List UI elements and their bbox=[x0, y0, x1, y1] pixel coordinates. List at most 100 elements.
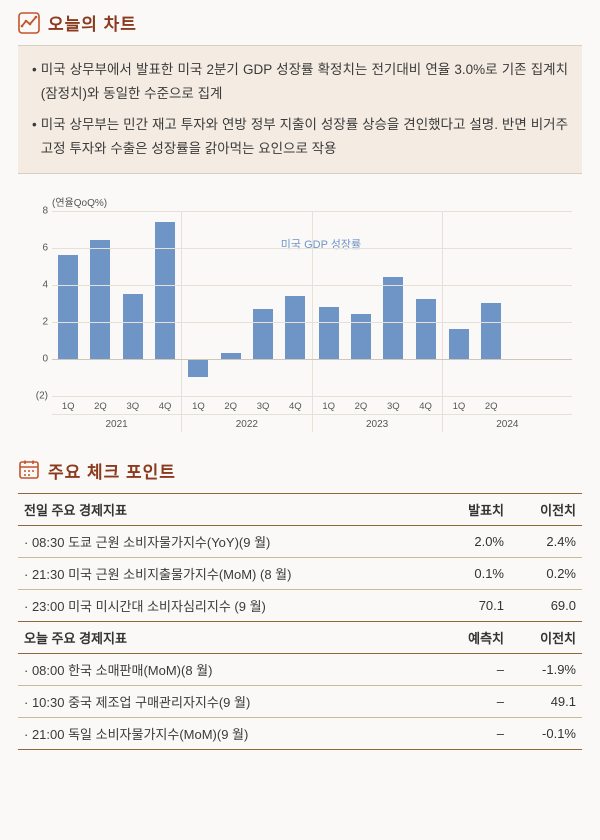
col-value2: 이전치 bbox=[510, 621, 582, 653]
chart-xlabel bbox=[540, 397, 572, 412]
econ-tables: 전일 주요 경제지표 발표치 이전치 · 08:30 도쿄 근원 소비자물가지수… bbox=[18, 493, 582, 750]
table-row: · 08:00 한국 소매판매(MoM)(8 월)–-1.9% bbox=[18, 653, 582, 685]
chart-bar bbox=[155, 222, 175, 359]
chart-xlabel: 1Q bbox=[313, 397, 345, 412]
chart-xaxis: 1Q2Q3Q4Q20211Q2Q3Q4Q20221Q2Q3Q4Q20231Q2Q… bbox=[52, 396, 572, 432]
bullet-dot-icon: • bbox=[32, 113, 37, 160]
row-value2: -0.1% bbox=[510, 717, 582, 749]
chart-xlabel: 1Q bbox=[182, 397, 214, 412]
chart-xgroup: 1Q2Q2024 bbox=[442, 397, 572, 432]
chart-xgroup: 1Q2Q3Q4Q 2023 bbox=[312, 397, 442, 432]
chart-gridline bbox=[52, 285, 572, 286]
chart-bar-slot bbox=[475, 211, 507, 396]
section-chart-header: 오늘의 차트 bbox=[18, 10, 582, 35]
chart-bar bbox=[58, 255, 78, 359]
chart-bar-slot bbox=[540, 211, 572, 396]
chart-xlabel: 4Q bbox=[409, 397, 441, 412]
summary-text: 미국 상무부는 민간 재고 투자와 연방 정부 지출이 성장률 상승을 견인했다… bbox=[41, 113, 568, 160]
chart-bar-slot bbox=[507, 211, 539, 396]
chart-xlabel: 2Q bbox=[345, 397, 377, 412]
summary-text: 미국 상무부에서 발표한 미국 2분기 GDP 성장률 확정치는 전기대비 연율… bbox=[41, 58, 568, 105]
chart-bars bbox=[52, 211, 572, 396]
chart-ytick: (2) bbox=[26, 390, 48, 401]
summary-bullet: • 미국 상무부는 민간 재고 투자와 연방 정부 지출이 성장률 상승을 견인… bbox=[32, 113, 568, 160]
chart-bar-slot bbox=[52, 211, 84, 396]
chart-bar-slot bbox=[345, 211, 377, 396]
chart-bar-slot bbox=[182, 211, 214, 396]
chart-ytick: 8 bbox=[26, 205, 48, 216]
table-row: · 08:30 도쿄 근원 소비자물가지수(YoY)(9 월)2.0%2.4% bbox=[18, 525, 582, 557]
row-value2: 49.1 bbox=[510, 685, 582, 717]
row-value1: – bbox=[438, 717, 510, 749]
chart-bar bbox=[383, 277, 403, 358]
chart-year-group bbox=[181, 211, 311, 396]
chart-bar-slot bbox=[215, 211, 247, 396]
row-value1: – bbox=[438, 653, 510, 685]
table-row: · 23:00 미국 미시간대 소비자심리지수 (9 월)70.169.0 bbox=[18, 589, 582, 621]
row-value2: 0.2% bbox=[510, 557, 582, 589]
section-chart-title: 오늘의 차트 bbox=[48, 10, 137, 35]
chart-bar-slot bbox=[313, 211, 345, 396]
chart-year-group bbox=[312, 211, 442, 396]
section-checkpoint-title: 주요 체크 포인트 bbox=[48, 458, 176, 483]
summary-box: • 미국 상무부에서 발표한 미국 2분기 GDP 성장률 확정치는 전기대비 … bbox=[18, 45, 582, 174]
chart-year-label: 2024 bbox=[443, 414, 572, 432]
chart-section-icon bbox=[18, 12, 40, 34]
chart-ytick: 4 bbox=[26, 279, 48, 290]
col-value1: 예측치 bbox=[438, 621, 510, 653]
chart-bar-slot bbox=[279, 211, 311, 396]
chart-xlabel: 2Q bbox=[475, 397, 507, 412]
col-name: 오늘 주요 경제지표 bbox=[18, 621, 438, 653]
chart-xlabel: 2Q bbox=[215, 397, 247, 412]
chart-bar bbox=[319, 307, 339, 359]
chart-xlabel: 3Q bbox=[117, 397, 149, 412]
chart-year-group bbox=[52, 211, 181, 396]
table-row: · 10:30 중국 제조업 구매관리자지수(9 월)–49.1 bbox=[18, 685, 582, 717]
chart-ytick: 2 bbox=[26, 316, 48, 327]
chart-year-label: 2021 bbox=[52, 414, 181, 432]
col-value2: 이전치 bbox=[510, 493, 582, 525]
section-checkpoint-header: 주요 체크 포인트 bbox=[18, 458, 582, 483]
row-name: · 21:00 독일 소비자물가지수(MoM)(9 월) bbox=[18, 717, 438, 749]
row-value1: 70.1 bbox=[438, 589, 510, 621]
checkpoint-section-icon bbox=[18, 459, 40, 481]
chart-gridline bbox=[52, 359, 572, 360]
chart-bar-slot bbox=[247, 211, 279, 396]
chart-bar bbox=[123, 294, 143, 359]
chart-xlabel: 4Q bbox=[279, 397, 311, 412]
chart-bar bbox=[285, 296, 305, 359]
chart-xlabel: 3Q bbox=[377, 397, 409, 412]
chart-gridline bbox=[52, 322, 572, 323]
econ-table-prev: 전일 주요 경제지표 발표치 이전치 · 08:30 도쿄 근원 소비자물가지수… bbox=[18, 493, 582, 750]
row-name: · 08:30 도쿄 근원 소비자물가지수(YoY)(9 월) bbox=[18, 525, 438, 557]
chart-bar-slot bbox=[409, 211, 441, 396]
chart-xgroup: 1Q2Q3Q4Q2021 bbox=[52, 397, 181, 432]
chart-bar bbox=[188, 359, 208, 378]
row-value1: 0.1% bbox=[438, 557, 510, 589]
summary-bullet: • 미국 상무부에서 발표한 미국 2분기 GDP 성장률 확정치는 전기대비 … bbox=[32, 58, 568, 105]
chart-bar-slot bbox=[149, 211, 181, 396]
chart-bar-slot bbox=[443, 211, 475, 396]
chart-plot: 미국 GDP 성장률 86420(2) bbox=[52, 211, 572, 396]
table-row: · 21:00 독일 소비자물가지수(MoM)(9 월)–-0.1% bbox=[18, 717, 582, 749]
chart-xlabel: 2Q bbox=[84, 397, 116, 412]
chart-ytick: 6 bbox=[26, 242, 48, 253]
gdp-chart: (연율QoQ%) 미국 GDP 성장률 86420(2) 1Q2Q3Q4Q202… bbox=[18, 188, 582, 440]
col-name: 전일 주요 경제지표 bbox=[18, 493, 438, 525]
chart-bar-slot bbox=[84, 211, 116, 396]
chart-bar bbox=[449, 329, 469, 359]
row-value2: 69.0 bbox=[510, 589, 582, 621]
chart-ylabel: (연율QoQ%) bbox=[52, 194, 578, 209]
row-value1: – bbox=[438, 685, 510, 717]
row-name: · 23:00 미국 미시간대 소비자심리지수 (9 월) bbox=[18, 589, 438, 621]
row-value2: 2.4% bbox=[510, 525, 582, 557]
chart-year-label: 2022 bbox=[182, 414, 311, 432]
table-header-row: 전일 주요 경제지표 발표치 이전치 bbox=[18, 493, 582, 525]
chart-bar-slot bbox=[117, 211, 149, 396]
chart-xlabel: 4Q bbox=[149, 397, 181, 412]
row-value1: 2.0% bbox=[438, 525, 510, 557]
row-name: · 21:30 미국 근원 소비지출물가지수(MoM) (8 월) bbox=[18, 557, 438, 589]
chart-year-label: 2023 bbox=[313, 414, 442, 432]
row-value2: -1.9% bbox=[510, 653, 582, 685]
chart-bar bbox=[416, 299, 436, 358]
